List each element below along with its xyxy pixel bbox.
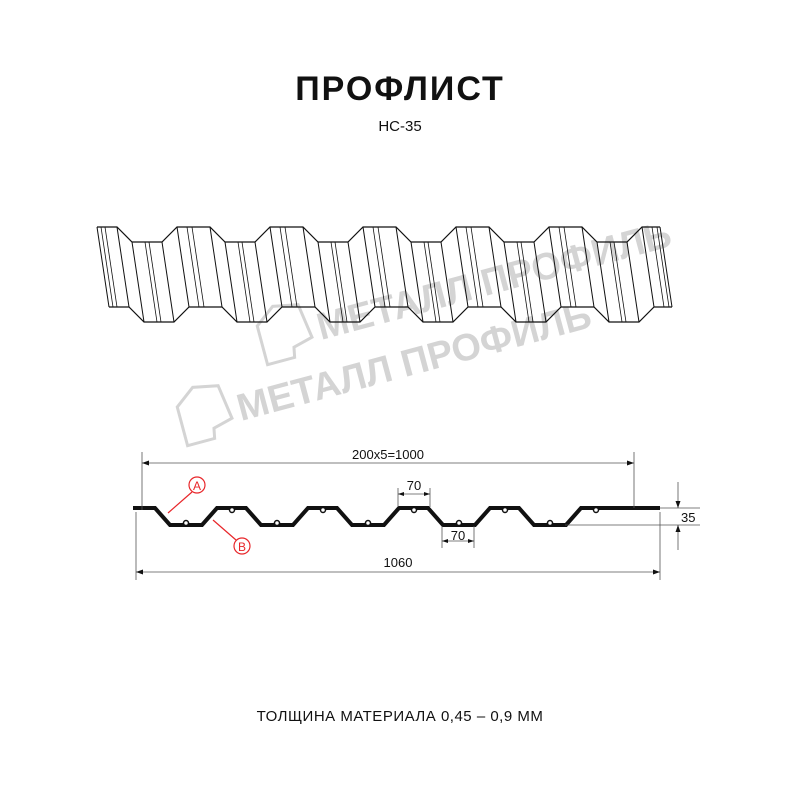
rib-line <box>284 226 298 308</box>
dimension-arrows <box>136 460 681 575</box>
corrugation-line <box>488 226 502 308</box>
corrugation-line <box>347 241 361 323</box>
rib-mark <box>273 519 281 527</box>
logo-icon <box>255 303 314 367</box>
rib-line <box>144 241 158 323</box>
corrugation-line <box>581 226 595 308</box>
rib-line <box>516 241 530 323</box>
corrugation-line <box>533 241 547 323</box>
corrugation-line <box>317 241 331 323</box>
rib-line <box>104 226 118 308</box>
rib-line <box>100 226 114 308</box>
callout-b <box>212 519 251 555</box>
corrugation-line <box>596 241 610 323</box>
rib-mark <box>364 519 372 527</box>
rib-mark <box>319 506 327 514</box>
rib-mark <box>501 506 509 514</box>
rib-line <box>279 226 293 308</box>
corrugation-line <box>224 241 238 323</box>
rib-mark <box>228 506 236 514</box>
rib-line <box>423 241 437 323</box>
rib-mark <box>410 506 418 514</box>
corrugation-line <box>209 226 223 308</box>
rib-mark <box>455 519 463 527</box>
corrugation-line <box>626 241 640 323</box>
dimension-bottom-flat: 70 <box>451 528 465 543</box>
corrugation-line <box>131 241 145 323</box>
rib-line <box>651 226 665 308</box>
dimension-height: 35 <box>681 510 695 525</box>
profile-line <box>133 506 660 527</box>
dimension-top-flat: 70 <box>407 478 421 493</box>
rib-line <box>520 241 534 323</box>
corrugation-line <box>176 226 190 308</box>
rib-line <box>656 226 670 308</box>
rib-line <box>241 241 255 323</box>
corrugation-line <box>116 226 130 308</box>
rib-line <box>191 226 205 308</box>
corrugation-line <box>503 241 517 323</box>
material-thickness: ТОЛЩИНА МАТЕРИАЛА 0,45 – 0,9 ММ <box>256 708 544 725</box>
cross-section <box>133 506 660 527</box>
callout-b-label: B <box>238 540 246 554</box>
rib-mark <box>592 506 600 514</box>
sheet-bottom-edge <box>109 306 672 323</box>
rib-line <box>465 226 479 308</box>
dimension-lines <box>135 452 700 580</box>
rib-line <box>558 226 572 308</box>
rib-line <box>186 226 200 308</box>
rib-line <box>330 241 344 323</box>
rib-line <box>148 241 162 323</box>
callout-a-label: A <box>193 479 201 493</box>
corrugation-line <box>395 226 409 308</box>
rib-line <box>470 226 484 308</box>
corrugation-line <box>96 226 110 308</box>
corrugation-line <box>302 226 316 308</box>
corrugation-line <box>548 226 562 308</box>
page-title: ПРОФЛИСТ <box>295 70 505 108</box>
corrugation-line <box>362 226 376 308</box>
corrugation-line <box>254 241 268 323</box>
rib-line <box>609 241 623 323</box>
rib-mark <box>182 519 190 527</box>
rib-line <box>427 241 441 323</box>
rib-line <box>372 226 386 308</box>
corrugation-line <box>659 226 673 308</box>
corrugation-line <box>269 226 283 308</box>
rib-line <box>613 241 627 323</box>
rib-line <box>334 241 348 323</box>
rib-line <box>237 241 251 323</box>
sheet-top-edge <box>97 226 660 243</box>
corrugation-line <box>410 241 424 323</box>
corrugation-line <box>455 226 469 308</box>
rib-line <box>377 226 391 308</box>
rib-line <box>563 226 577 308</box>
model-label: НС-35 <box>378 118 422 135</box>
corrugation-line <box>440 241 454 323</box>
dimension-pitch: 200x5=1000 <box>352 447 424 462</box>
corrugation-line <box>641 226 655 308</box>
callout-a <box>167 476 206 514</box>
isometric-sheet <box>96 226 673 323</box>
logo-icon <box>175 384 234 448</box>
rib-mark <box>546 519 554 527</box>
corrugation-line <box>161 241 175 323</box>
dimension-width: 1060 <box>384 555 413 570</box>
